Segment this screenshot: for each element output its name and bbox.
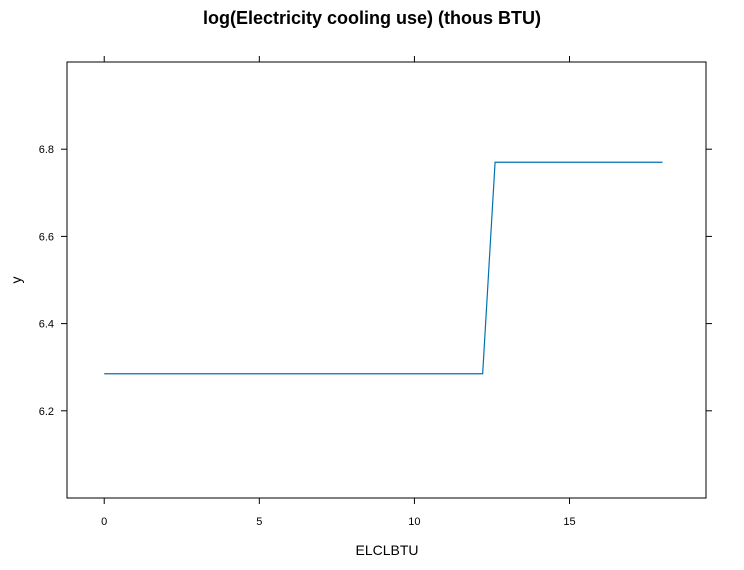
series-group [104, 161, 663, 375]
x-tick-label: 5 [256, 516, 262, 528]
x-axis-ticks [103, 56, 571, 504]
y-axis-label: y [8, 277, 24, 284]
y-axis-tick-labels: 6.2 6.4 6.6 6.8 [39, 144, 54, 418]
chart-title: log(Electricity cooling use) (thous BTU) [203, 8, 541, 28]
x-axis-label: ELCLBTU [355, 542, 418, 558]
y-tick-label: 6.8 [39, 144, 54, 156]
series-line [104, 161, 663, 375]
y-tick-label: 6.4 [39, 319, 54, 331]
y-tick-label: 6.2 [39, 406, 54, 418]
plot-frame [66, 61, 707, 499]
x-tick-label: 15 [563, 516, 575, 528]
y-tick-label: 6.6 [39, 231, 54, 243]
x-axis-tick-labels: 0 5 10 15 [101, 516, 575, 528]
x-tick-label: 0 [101, 516, 107, 528]
y-axis-ticks [61, 148, 712, 412]
x-tick-label: 10 [408, 516, 420, 528]
